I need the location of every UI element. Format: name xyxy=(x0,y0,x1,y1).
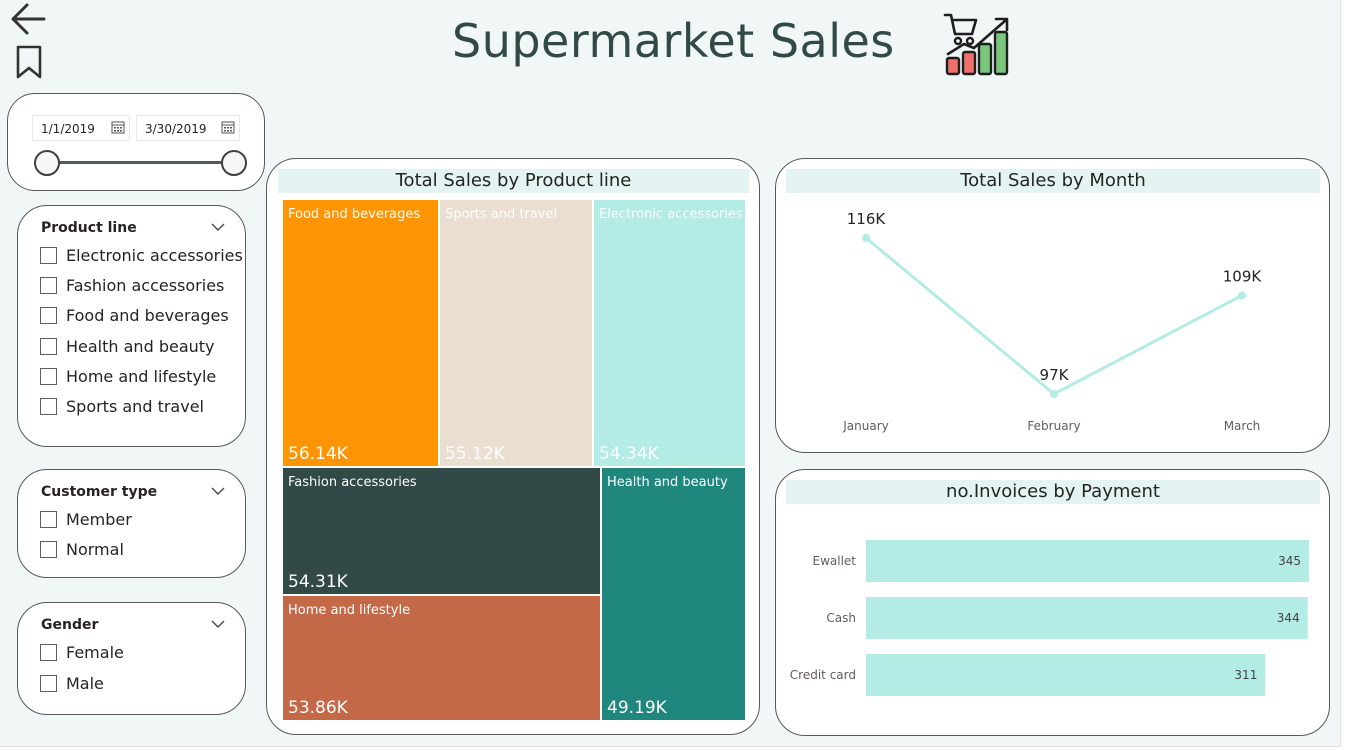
data-point[interactable] xyxy=(862,234,870,242)
option-label: Female xyxy=(66,642,124,662)
data-label: 311 xyxy=(1234,668,1257,682)
treemap-tile-value: 56.14K xyxy=(288,444,348,464)
option-label: Member xyxy=(66,509,132,529)
y-tick-label: Ewallet xyxy=(812,554,856,568)
option-label: Electronic accessories xyxy=(66,245,243,265)
treemap-tile-electronic-accessories[interactable]: Electronic accessories 54.34K xyxy=(594,200,745,466)
data-point[interactable] xyxy=(1050,390,1058,398)
checkbox[interactable] xyxy=(40,246,57,264)
slicer-option-female[interactable]: Female xyxy=(40,641,124,663)
data-point[interactable] xyxy=(1238,291,1246,300)
checkbox[interactable] xyxy=(40,397,57,415)
slicer-option-male[interactable]: Male xyxy=(40,672,104,694)
treemap-tile-food-and-beverages[interactable]: Food and beverages 56.14K xyxy=(283,200,438,466)
treemap-tile-label: Home and lifestyle xyxy=(288,603,411,618)
data-label: 109K xyxy=(1223,267,1263,285)
calendar-icon[interactable] xyxy=(221,120,235,134)
bar[interactable] xyxy=(866,597,1308,639)
checkbox[interactable] xyxy=(40,510,57,528)
treemap-tile-value: 54.31K xyxy=(288,572,348,592)
slicer-option-normal[interactable]: Normal xyxy=(40,538,124,560)
date-slider-start-handle[interactable] xyxy=(34,150,60,176)
arrow-left-icon[interactable] xyxy=(10,2,46,36)
gender-slicer: Gender Female Male xyxy=(17,602,246,715)
product-line-slicer: Product line Electronic accessories Fash… xyxy=(17,205,246,447)
data-label: 116K xyxy=(847,210,887,228)
date-range-slicer: 1/1/2019 3/30/2019 xyxy=(7,93,265,191)
slicer-option-member[interactable]: Member xyxy=(40,508,132,530)
treemap-tile-sports-and-travel[interactable]: Sports and travel 55.12K xyxy=(440,200,592,466)
option-label: Male xyxy=(66,673,104,693)
treemap-tile-home-and-lifestyle[interactable]: Home and lifestyle 53.86K xyxy=(283,596,600,720)
data-label: 97K xyxy=(1040,366,1070,384)
option-label: Normal xyxy=(66,539,124,559)
bookmark-icon[interactable] xyxy=(16,45,42,79)
treemap-tile-label: Sports and travel xyxy=(445,207,558,222)
data-label: 344 xyxy=(1277,611,1300,625)
slicer-option-food-and-beverages[interactable]: Food and beverages xyxy=(40,304,229,326)
option-label: Fashion accessories xyxy=(66,275,225,295)
date-slider-track[interactable] xyxy=(46,161,236,164)
treemap-tile-value: 54.34K xyxy=(599,444,659,464)
slicer-option-electronic-accessories[interactable]: Electronic accessories xyxy=(40,244,243,266)
bar[interactable] xyxy=(866,540,1309,582)
line-chart: 116K January 97K February 109K March xyxy=(842,210,1263,433)
y-tick-label: Credit card xyxy=(790,668,856,682)
slicer-option-health-and-beauty[interactable]: Health and beauty xyxy=(40,335,215,357)
page-title: Supermarket Sales xyxy=(452,14,895,68)
start-date-value: 1/1/2019 xyxy=(41,122,95,136)
slicer-option-home-and-lifestyle[interactable]: Home and lifestyle xyxy=(40,365,216,387)
start-date-input[interactable]: 1/1/2019 xyxy=(32,115,130,141)
shopping-cart-growth-chart-icon xyxy=(943,13,1009,76)
line-chart-visual: Total Sales by Month 116K January 97K Febru… xyxy=(775,158,1330,453)
checkbox[interactable] xyxy=(40,276,57,294)
treemap-visual: Total Sales by Product line Food and bev… xyxy=(266,158,760,735)
option-label: Home and lifestyle xyxy=(66,366,217,386)
calendar-icon[interactable] xyxy=(111,120,125,134)
treemap-tile-label: Health and beauty xyxy=(607,475,728,490)
end-date-value: 3/30/2019 xyxy=(145,122,207,136)
checkbox[interactable] xyxy=(40,337,57,355)
checkbox[interactable] xyxy=(40,367,57,385)
bar-chart-visual: no.Invoices by Payment 345 Ewallet 344 Cash… xyxy=(775,469,1330,736)
visual-title: Total Sales by Product line xyxy=(278,169,749,193)
bar-chart: 345 Ewallet 344 Cash 311 Credit card xyxy=(790,540,1309,696)
visual-title: Total Sales by Month xyxy=(786,169,1320,193)
slicer-option-fashion-accessories[interactable]: Fashion accessories xyxy=(40,274,224,296)
treemap-tile-value: 49.19K xyxy=(607,698,667,718)
y-tick-label: Cash xyxy=(826,611,856,625)
data-label: 345 xyxy=(1278,554,1301,568)
chevron-down-icon[interactable] xyxy=(211,222,225,232)
checkbox[interactable] xyxy=(40,674,57,692)
treemap-tile-value: 55.12K xyxy=(445,444,505,464)
checkbox[interactable] xyxy=(40,643,57,661)
slicer-header: Gender xyxy=(41,617,99,633)
chevron-down-icon[interactable] xyxy=(211,619,225,629)
checkbox[interactable] xyxy=(40,540,57,558)
treemap-tile-value: 53.86K xyxy=(288,698,348,718)
option-label: Health and beauty xyxy=(66,336,215,356)
treemap-tile-label: Food and beverages xyxy=(288,207,421,222)
treemap-tile-health-and-beauty[interactable]: Health and beauty 49.19K xyxy=(602,468,745,720)
treemap-tile-fashion-accessories[interactable]: Fashion accessories 54.31K xyxy=(283,468,600,594)
slicer-header: Customer type xyxy=(41,484,158,500)
treemap-tile-label: Fashion accessories xyxy=(288,475,417,490)
slicer-option-sports-and-travel[interactable]: Sports and travel xyxy=(40,395,204,417)
customer-type-slicer: Customer type Member Normal xyxy=(17,469,246,578)
x-tick-label: February xyxy=(1027,419,1080,433)
checkbox[interactable] xyxy=(40,306,57,324)
slicer-header: Product line xyxy=(41,220,137,236)
chevron-down-icon[interactable] xyxy=(211,486,225,496)
x-tick-label: March xyxy=(1224,419,1261,433)
x-tick-label: January xyxy=(842,419,889,433)
option-label: Food and beverages xyxy=(66,305,229,325)
end-date-input[interactable]: 3/30/2019 xyxy=(136,115,240,141)
visual-title: no.Invoices by Payment xyxy=(786,480,1320,504)
option-label: Sports and travel xyxy=(66,396,204,416)
bar[interactable] xyxy=(866,654,1266,696)
date-slider-end-handle[interactable] xyxy=(221,150,247,176)
treemap-tile-label: Electronic accessories xyxy=(599,207,743,222)
